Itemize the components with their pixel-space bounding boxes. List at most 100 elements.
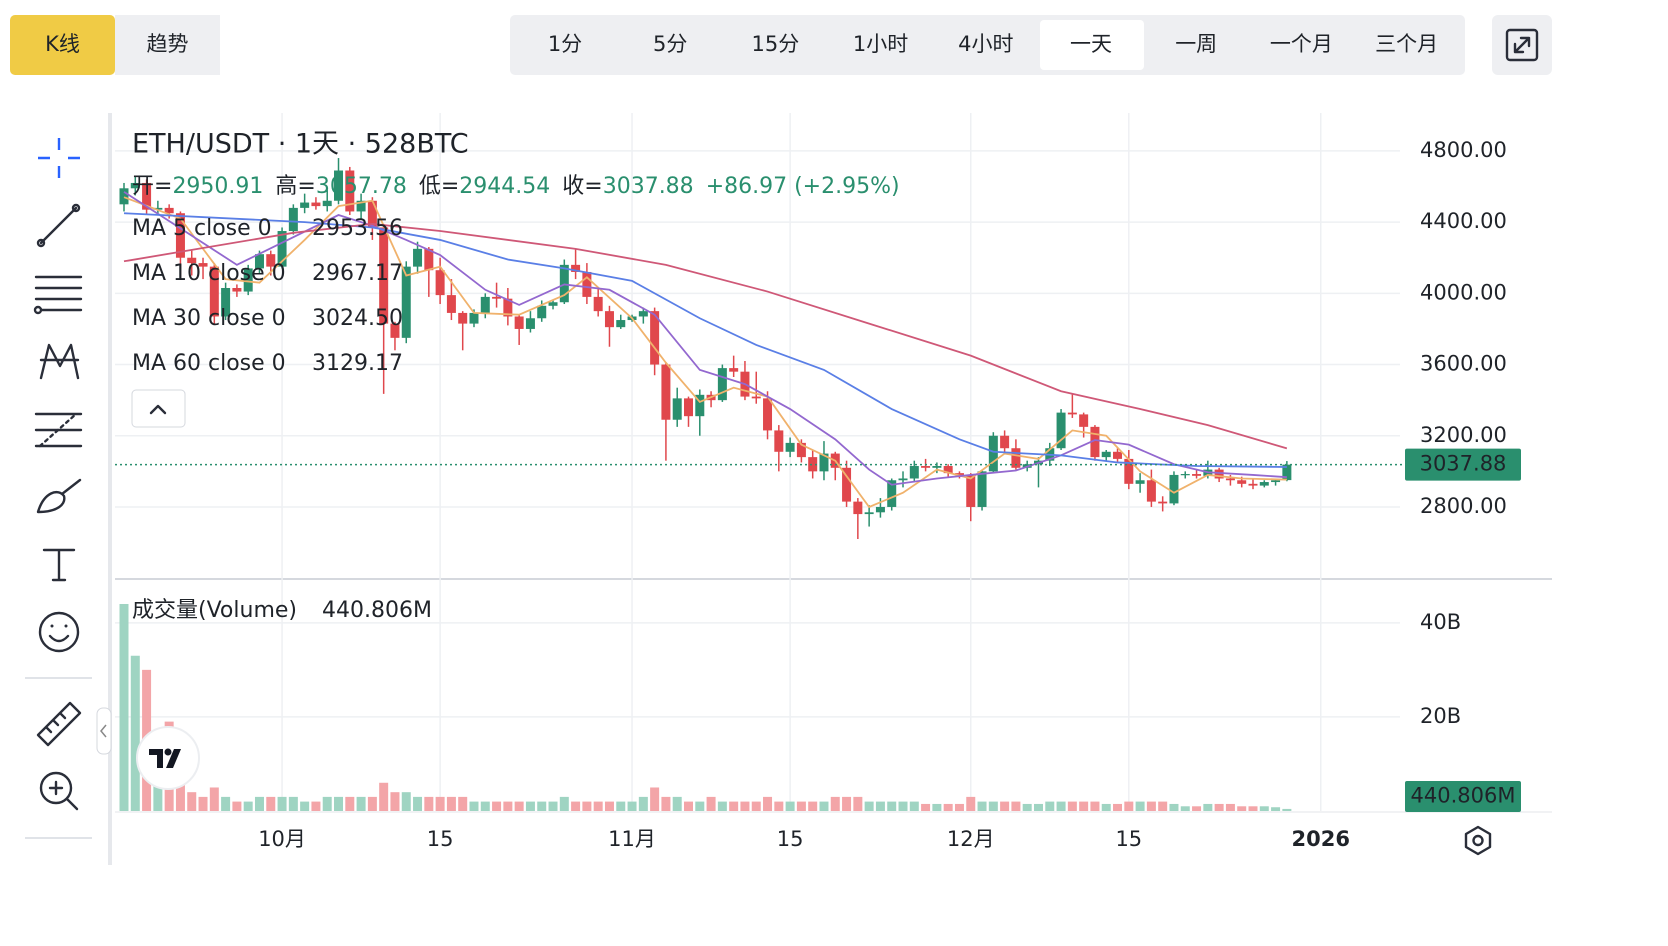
candle-body	[1271, 480, 1281, 483]
volume-bar	[1124, 801, 1134, 811]
volume-bar	[503, 801, 513, 811]
volume-bar	[1056, 801, 1066, 811]
candle	[334, 158, 344, 205]
interval-label: 一周	[1175, 32, 1217, 56]
fib-tool[interactable]	[34, 412, 83, 448]
volume-bar	[1045, 801, 1055, 811]
interval-button[interactable]: 一天	[1040, 20, 1144, 70]
volume-tick-label: 40B	[1420, 610, 1461, 634]
settings-button[interactable]	[1464, 825, 1492, 856]
volume-bar	[232, 801, 242, 811]
text-tool[interactable]	[42, 548, 76, 582]
interval-label: 5分	[653, 32, 687, 56]
side-handle[interactable]	[96, 707, 112, 755]
brush-tool[interactable]	[36, 478, 82, 514]
interval-button[interactable]: 4小时	[958, 32, 1013, 56]
candle	[808, 450, 818, 479]
candle-body	[311, 202, 321, 207]
volume-bar	[119, 603, 129, 811]
interval-button[interactable]: 一个月	[1270, 32, 1333, 56]
volume-bar	[842, 796, 852, 811]
candle	[943, 464, 953, 477]
x-tick-label: 10月	[258, 827, 306, 851]
candle-body	[142, 182, 152, 210]
zoom-tool[interactable]	[39, 771, 79, 811]
change-value: +86.97 (+2.95%)	[706, 174, 900, 199]
candle	[763, 391, 773, 440]
volume-bar	[1282, 808, 1292, 811]
interval-button[interactable]: 1小时	[853, 32, 908, 56]
volume-bar	[187, 792, 197, 811]
candle-body	[232, 287, 242, 292]
candle	[413, 241, 423, 274]
pattern-tool[interactable]	[39, 343, 80, 380]
volume-bar	[740, 801, 750, 811]
candle-body	[1225, 478, 1235, 481]
volume-bar	[1033, 803, 1043, 811]
ma-legend-name: MA 10 close 0	[132, 261, 286, 286]
interval-button[interactable]: 5分	[653, 32, 687, 56]
candle-body	[729, 368, 739, 372]
lines-tool[interactable]	[33, 275, 83, 315]
volume-bar	[379, 782, 389, 811]
volume-bar	[706, 796, 716, 811]
candle	[1090, 425, 1100, 461]
x-tick-label: 15	[1115, 827, 1142, 851]
chart-type-label: 趋势	[147, 32, 189, 56]
candle-body	[785, 442, 795, 452]
interval-button[interactable]: 三个月	[1375, 32, 1438, 56]
emoji-tool[interactable]	[38, 611, 80, 653]
ohlc-label: 低=	[419, 174, 459, 199]
crosshair-tool[interactable]	[38, 138, 80, 178]
candle-body	[1101, 451, 1111, 458]
candle-body	[187, 257, 197, 264]
ruler-tool[interactable]	[36, 701, 82, 747]
candle-body	[684, 398, 693, 417]
ma-legend-value: 2967.17	[312, 261, 403, 286]
candle	[977, 469, 987, 511]
candle-body	[413, 248, 423, 267]
volume-bar	[1079, 801, 1089, 811]
chart-type-button[interactable]: 趋势	[115, 15, 220, 75]
candle-body	[932, 466, 942, 468]
candle	[198, 257, 208, 280]
trendline-tool[interactable]	[36, 203, 81, 248]
volume-bar	[627, 801, 637, 811]
volume-bar	[1259, 806, 1269, 811]
legend-collapse-button[interactable]	[131, 389, 186, 428]
candle	[514, 314, 524, 345]
tradingview-logo[interactable]	[136, 726, 200, 790]
volume-bar	[311, 801, 321, 811]
interval-button[interactable]: 一周	[1175, 32, 1217, 56]
volume-bar	[1214, 803, 1224, 811]
candle	[1135, 473, 1145, 493]
fullscreen-button[interactable]	[1492, 15, 1552, 75]
volume-bar	[446, 796, 456, 811]
lines-icon	[34, 275, 83, 312]
interval-label: 一天	[1070, 32, 1112, 56]
interval-label: 一个月	[1270, 32, 1333, 56]
candle-body	[458, 312, 468, 324]
interval-button[interactable]: 1分	[548, 32, 582, 56]
volume-legend-value: 440.806M	[322, 598, 432, 623]
ma-legend-name: MA 5 close 0	[132, 216, 272, 241]
candle-body	[1192, 474, 1202, 476]
ruler-icon	[36, 701, 82, 747]
candle	[1113, 448, 1123, 463]
candle-body	[537, 305, 547, 319]
chart-type-button[interactable]: K线	[10, 15, 115, 75]
candle	[729, 355, 739, 378]
settings-hexagon	[1464, 825, 1492, 856]
candle	[322, 190, 332, 212]
candle-body	[243, 268, 253, 292]
volume-bar	[390, 792, 400, 811]
candle-body	[1237, 480, 1247, 484]
trendline-dot	[36, 238, 46, 248]
candle-body	[1090, 426, 1100, 458]
candle-body	[898, 478, 908, 481]
candle-body	[1135, 480, 1145, 484]
volume-bar	[492, 801, 502, 811]
candle	[1214, 467, 1224, 483]
interval-button[interactable]: 15分	[752, 32, 800, 56]
